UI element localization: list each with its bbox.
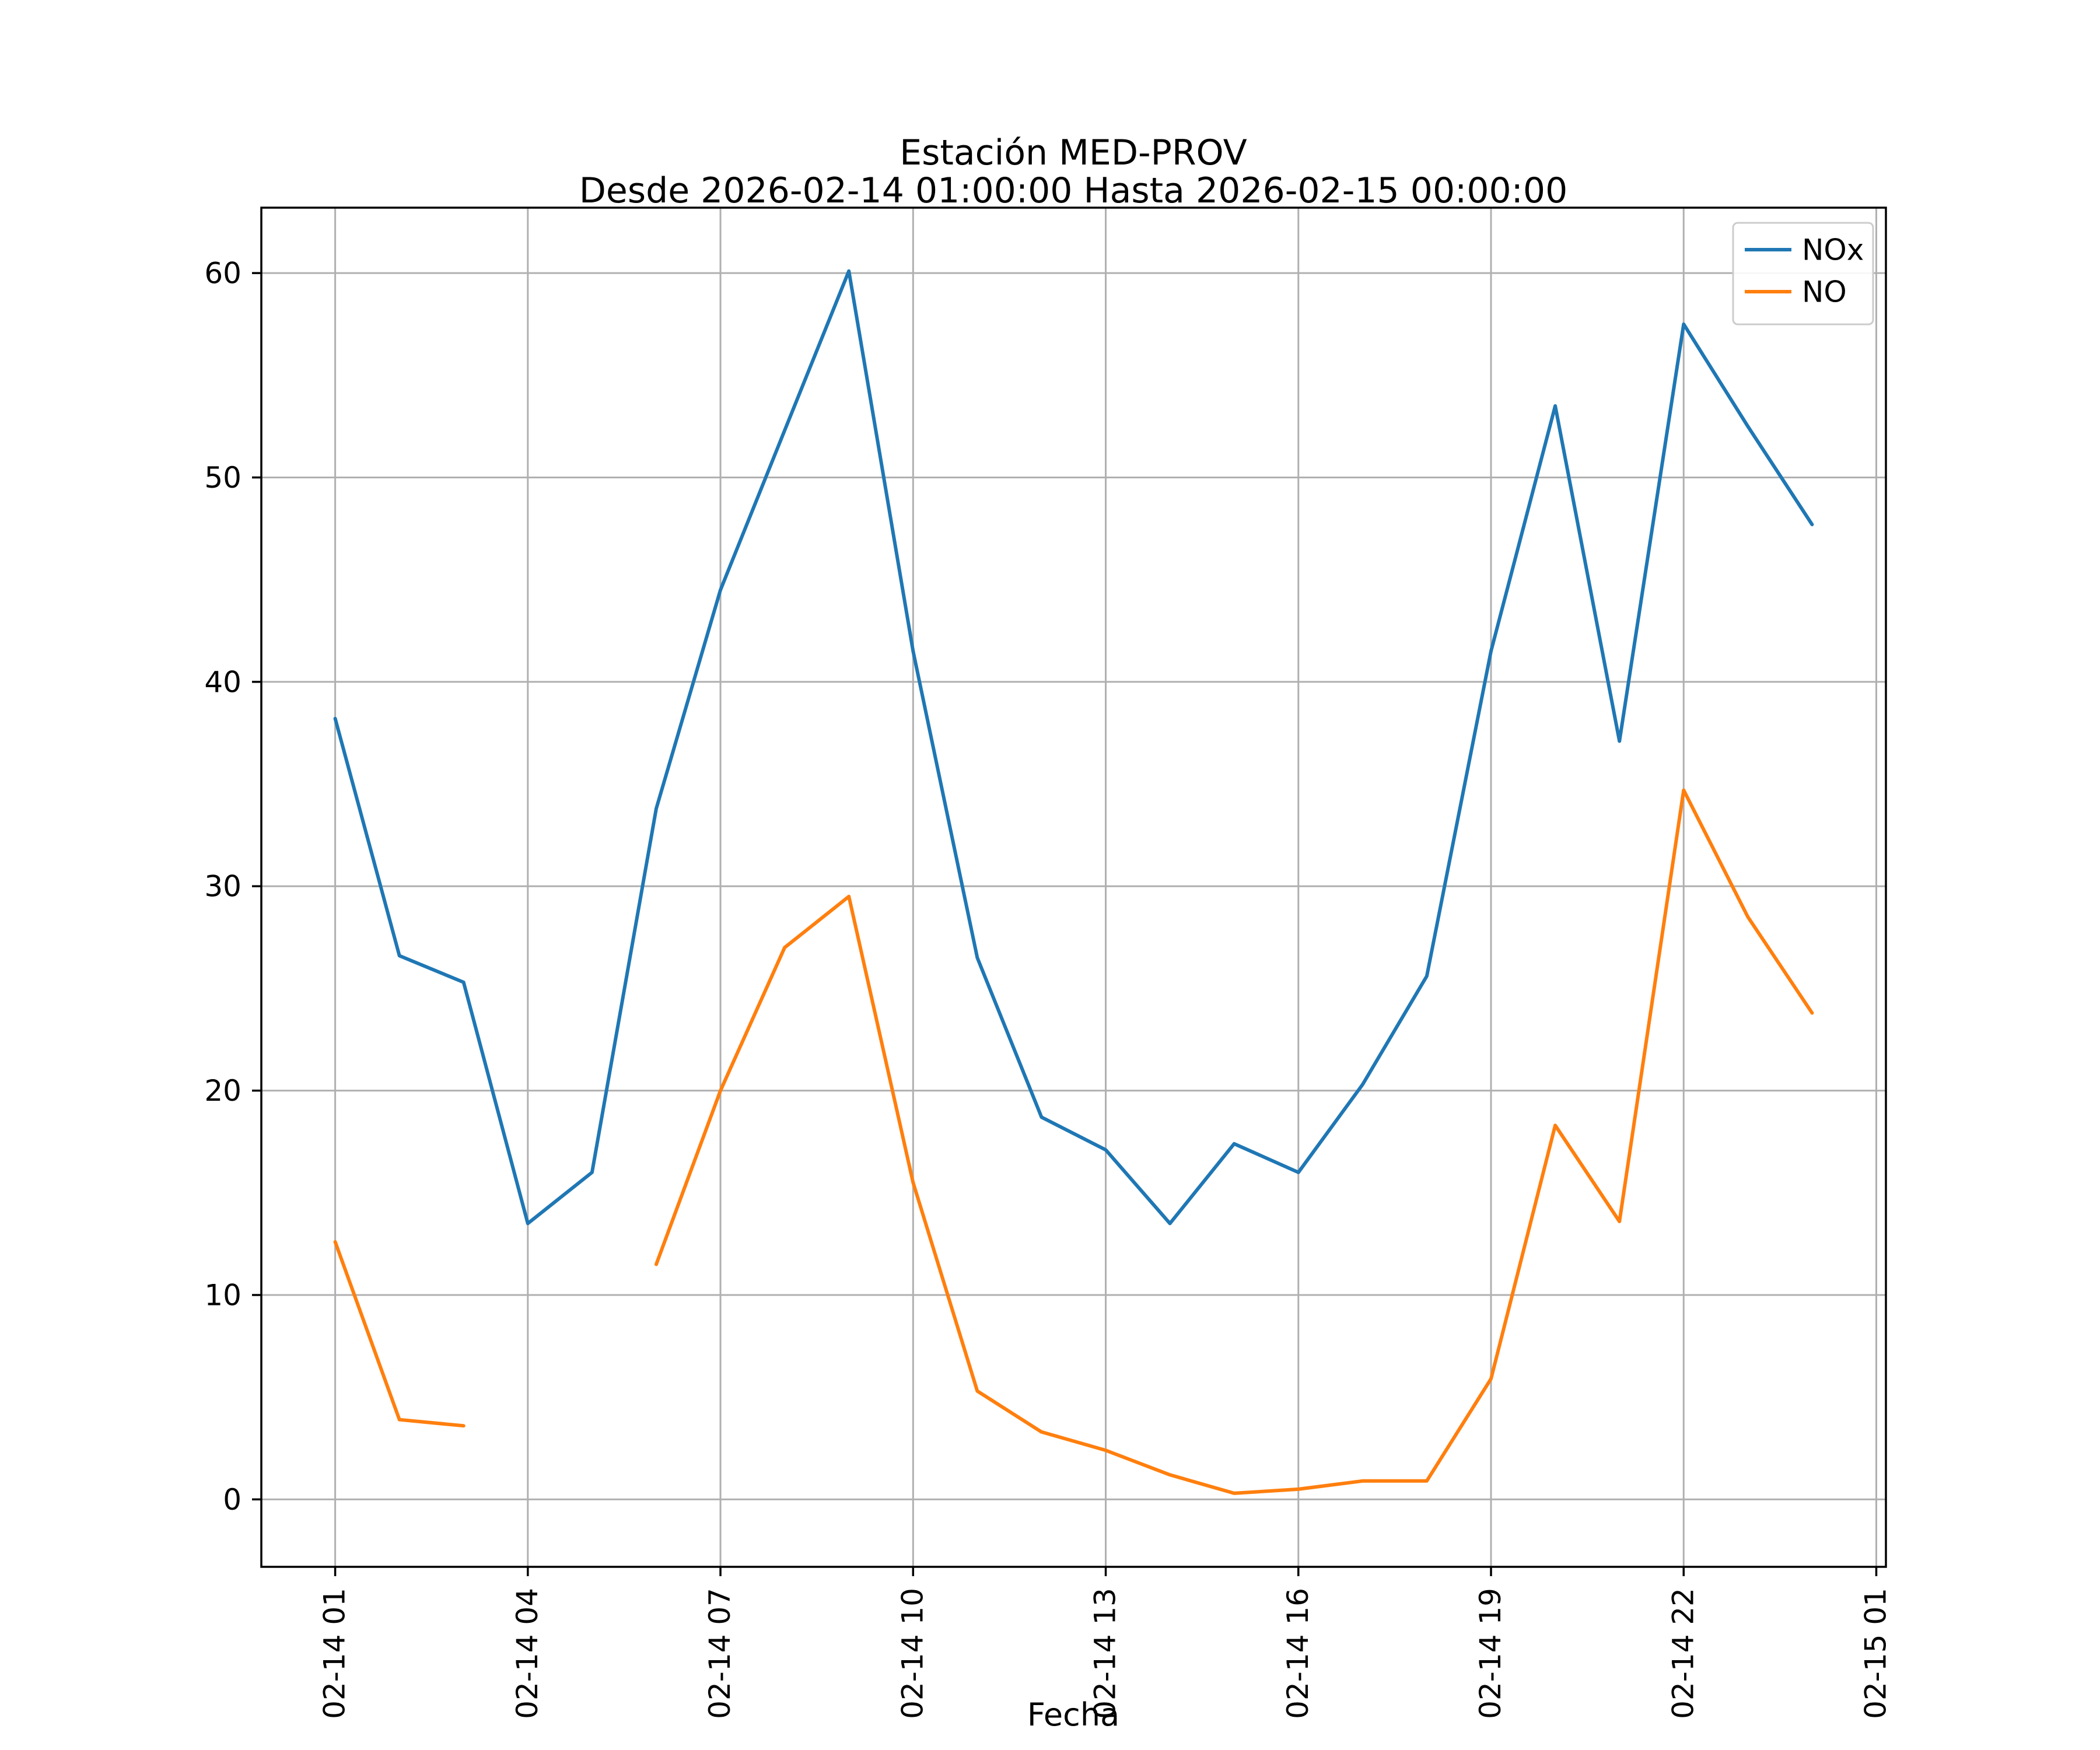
plot-border xyxy=(260,206,1887,1568)
x-tick-label: 02-14 19 xyxy=(1474,1588,1507,1719)
x-tick-label: 02-14 04 xyxy=(510,1588,544,1719)
x-tick-label: 02-14 10 xyxy=(895,1588,929,1719)
x-axis-label: Fecha xyxy=(1027,1696,1119,1733)
y-tick-label: 50 xyxy=(204,461,242,495)
legend-label-nox: NOx xyxy=(1802,233,1864,267)
tick-layer: 02-14 01 02-14 04 02-14 07 02-14 10 02-14 13… xyxy=(204,257,1892,1719)
y-tick-label: 40 xyxy=(204,665,242,699)
y-tick-label: 20 xyxy=(204,1074,242,1108)
series-line-no xyxy=(333,788,1814,1495)
x-tick-label: 02-14 01 xyxy=(318,1588,352,1719)
y-tick-label: 0 xyxy=(223,1483,242,1517)
axes-layer xyxy=(260,206,1887,1568)
y-tick-label: 60 xyxy=(204,257,242,290)
x-tick-label: 02-15 01 xyxy=(1859,1588,1892,1719)
y-tick-label: 10 xyxy=(204,1279,242,1312)
legend: NOx NO xyxy=(1732,222,1874,326)
x-tick-label: 02-14 07 xyxy=(703,1588,737,1719)
chart-subtitle: Desde 2026-02-14 01:00:00 Hasta 2026-02-… xyxy=(579,170,1568,211)
x-tick-label: 02-14 13 xyxy=(1088,1588,1122,1719)
grid-layer xyxy=(261,208,1886,1567)
series-layer xyxy=(333,269,1814,1495)
x-tick-label: 02-14 16 xyxy=(1281,1588,1315,1719)
series-line-nox xyxy=(333,269,1814,1226)
chart-title: Estación MED-PROV xyxy=(900,132,1247,173)
y-tick-label: 30 xyxy=(204,870,242,904)
x-tick-label: 02-14 22 xyxy=(1666,1588,1700,1719)
legend-label-no: NO xyxy=(1802,275,1847,309)
